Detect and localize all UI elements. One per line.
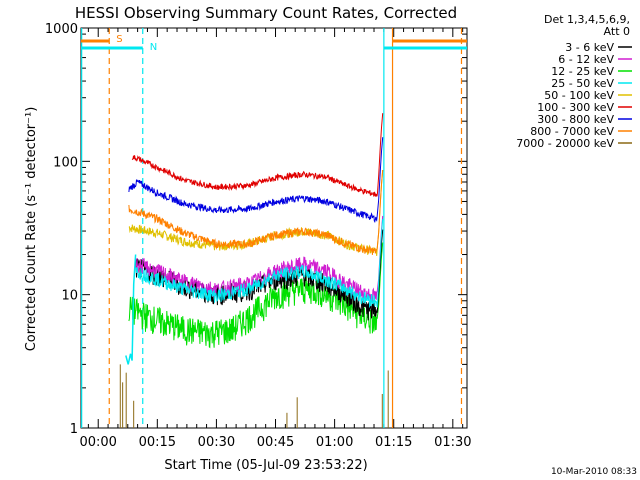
y-tick-label: 1000 (45, 22, 78, 37)
legend-label: 7000 - 20000 keV (516, 137, 614, 150)
x-tick-label: 00:30 (198, 435, 235, 450)
x-tick-label: 00:00 (79, 435, 116, 450)
x-axis-label: Start Time (05-Jul-09 23:53:22) (164, 458, 367, 473)
y-tick-label: 10 (61, 289, 78, 304)
chart-title: HESSI Observing Summary Count Rates, Cor… (75, 4, 457, 22)
flag-label-s: S (116, 34, 122, 45)
series-line-1 (135, 215, 384, 304)
x-tick-label: 01:00 (316, 435, 353, 450)
x-tick-label: 01:15 (375, 435, 412, 450)
legend-label: 800 - 7000 keV (530, 125, 614, 138)
x-tick-label: 01:30 (434, 435, 471, 450)
flag-label-n: N (150, 42, 157, 53)
y-axis-label: Corrected Count Rate (s⁻¹ detector⁻¹) (24, 107, 39, 352)
series-cyan-start (125, 254, 137, 365)
series-line-6 (128, 137, 384, 223)
legend-label: 50 - 100 keV (544, 89, 614, 102)
series-line-7 (128, 169, 384, 255)
legend-label: 300 - 800 keV (537, 113, 614, 126)
plot-area: 1 10 100 1000 00:00 00:15 00:30 00:45 01:00 01:15… (45, 22, 472, 450)
footer-date: 10-Mar-2010 08:33 (551, 467, 637, 477)
legend-label: 12 - 25 keV (551, 65, 614, 78)
legend-label: 100 - 300 keV (537, 101, 614, 114)
legend-label: 25 - 50 keV (551, 77, 614, 90)
legend-label: 6 - 12 keV (558, 53, 614, 66)
x-tick-label: 00:15 (139, 435, 176, 450)
y-tick-label: 100 (53, 155, 78, 170)
y-tick-label: 1 (70, 422, 78, 437)
plot-frame (80, 27, 468, 429)
legend-label: 3 - 6 keV (565, 41, 614, 54)
legend-header-line: Det 1,3,4,5,6,9, (544, 13, 630, 26)
series-line-5 (131, 113, 384, 198)
series-line-3 (135, 219, 384, 309)
x-tick-label: 00:45 (257, 435, 294, 450)
series-line-2 (128, 242, 384, 349)
legend-header-line: Att 0 (604, 25, 630, 38)
